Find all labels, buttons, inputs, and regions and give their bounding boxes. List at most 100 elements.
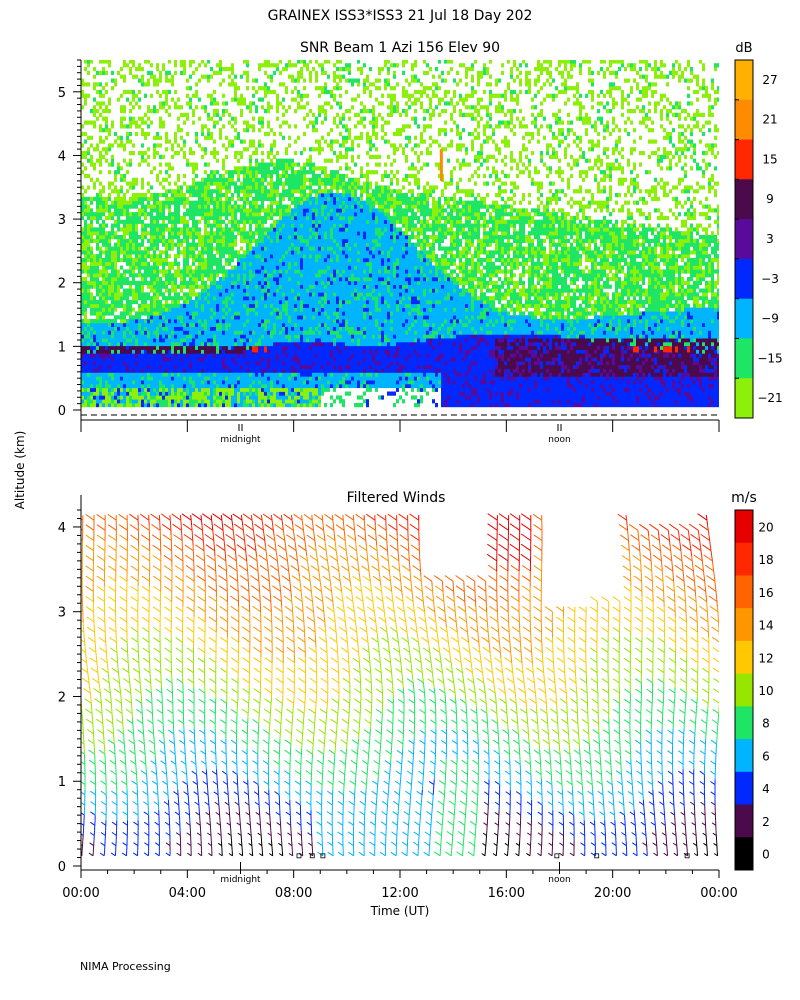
snr-cell [189, 204, 192, 209]
snr-cell [240, 338, 243, 343]
snr-cell [99, 387, 102, 392]
snr-cell [162, 212, 165, 217]
snr-cell [186, 330, 189, 335]
snr-cell [117, 403, 120, 408]
snr-cell [111, 376, 114, 381]
snr-cell [213, 357, 216, 362]
snr-cell [150, 265, 153, 270]
snr-cell [264, 292, 267, 297]
snr-cell [270, 170, 273, 175]
snr-cell [237, 173, 240, 179]
snr-cell [234, 242, 237, 247]
snr-cell [192, 292, 195, 297]
snr-cell [243, 97, 246, 102]
snr-cell [285, 227, 288, 232]
snr-cell [180, 269, 183, 274]
snr-cell [198, 299, 201, 305]
snr-cell [90, 307, 93, 312]
snr-cell [204, 246, 207, 251]
snr-cell [120, 139, 123, 144]
snr-cell [114, 345, 117, 350]
snr-cell [282, 219, 285, 224]
snr-cell [138, 395, 141, 400]
snr-cell [198, 341, 201, 347]
snr-cell [240, 383, 243, 389]
snr-cell [222, 185, 225, 190]
snr-cell [105, 288, 108, 293]
snr-cell [267, 124, 270, 129]
snr-cell [267, 391, 270, 396]
snr-cell [243, 173, 246, 179]
snr-cell [96, 208, 99, 213]
snr-cell [96, 315, 99, 320]
snr-cell [243, 101, 246, 106]
snr-cell [288, 238, 291, 243]
snr-cell [132, 341, 135, 347]
snr-cell [93, 185, 96, 190]
snr-cell [294, 250, 297, 255]
snr-cell [222, 265, 225, 270]
snr-cell [165, 299, 168, 305]
snr-cell [300, 403, 303, 408]
snr-cell [219, 82, 222, 87]
snr-cell [270, 303, 273, 308]
snr-cell [177, 246, 180, 251]
snr-cell [282, 383, 285, 389]
snr-cell [201, 307, 204, 312]
snr-cell [228, 349, 231, 354]
snr-cell [108, 185, 111, 190]
snr-cell [237, 319, 240, 324]
snr-cell [189, 60, 192, 64]
snr-cell [171, 277, 174, 282]
snr-cell [114, 277, 117, 282]
snr-cell [264, 319, 267, 324]
snr-cell [216, 177, 219, 182]
snr-cell [114, 326, 117, 331]
snr-cell [267, 105, 270, 110]
snr-cell [141, 151, 144, 156]
snr-cell [186, 212, 189, 217]
snr-cell [222, 357, 225, 362]
snr-cell [252, 269, 255, 274]
snr-cell [270, 196, 273, 201]
snr-cell [96, 399, 99, 404]
snr-cell [180, 63, 183, 68]
snr-cell [297, 181, 300, 186]
snr-cell [288, 60, 291, 64]
snr-cell [135, 242, 138, 247]
snr-cell [171, 353, 174, 358]
snr-cell [129, 70, 132, 75]
snr-cell [174, 227, 177, 232]
snr-cell [105, 322, 108, 327]
snr-cell [189, 311, 192, 316]
snr-cell [219, 219, 222, 224]
snr-cell [123, 242, 126, 247]
snr-cell [309, 387, 312, 392]
snr-cell [213, 380, 216, 385]
snr-cell [228, 376, 231, 381]
snr-cell [135, 120, 138, 125]
snr-cell [237, 368, 240, 373]
snr-cell [195, 185, 198, 190]
snr-cell [282, 387, 285, 392]
snr-cell [216, 101, 219, 106]
snr-cell [225, 261, 228, 266]
snr-cell [93, 277, 96, 282]
snr-cell [90, 353, 93, 358]
snr-cell [150, 242, 153, 247]
snr-cell [120, 284, 123, 289]
snr-cell [195, 303, 198, 308]
snr-cell [81, 292, 84, 297]
snr-cell [192, 189, 195, 194]
snr-cell [108, 204, 111, 209]
snr-cell [285, 292, 288, 297]
snr-cell [228, 357, 231, 362]
snr-cell [234, 387, 237, 392]
snr-cell [153, 196, 156, 201]
snr-cell [156, 349, 159, 354]
snr-cell [231, 383, 234, 389]
snr-cell [258, 196, 261, 201]
snr-cell [225, 109, 228, 114]
snr-cell [222, 364, 225, 369]
snr-cell [96, 116, 99, 121]
